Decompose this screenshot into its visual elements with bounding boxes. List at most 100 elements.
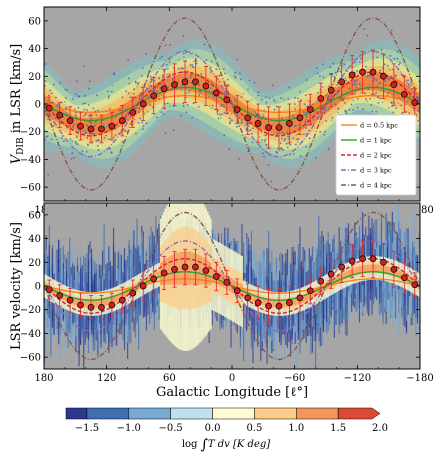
scatter-point <box>134 96 137 99</box>
scatter-point <box>113 73 116 76</box>
y-tick-label: 60 <box>28 210 41 221</box>
scatter-point <box>408 95 411 97</box>
scatter-point <box>369 83 371 86</box>
density-cell <box>101 115 104 134</box>
density-cell <box>310 104 313 125</box>
scatter-point <box>250 115 253 118</box>
y-tick-label: 40 <box>28 234 41 245</box>
scatter-point <box>379 69 381 72</box>
scatter-point <box>219 113 221 116</box>
scatter-point <box>56 105 59 108</box>
heatmap-cell <box>285 253 287 300</box>
scatter-point <box>315 156 317 159</box>
scatter-point <box>256 113 259 116</box>
scatter-point <box>81 150 84 153</box>
binned-point <box>359 68 366 76</box>
heatmap-cell <box>133 230 135 278</box>
binned-point <box>369 255 377 263</box>
density-cell <box>241 102 244 121</box>
scatter-point <box>97 149 100 151</box>
heatmap-cell <box>304 294 306 302</box>
scatter-point <box>311 118 314 121</box>
scatter-point <box>53 83 55 86</box>
heatmap-cell <box>311 290 314 298</box>
heatmap-cell <box>405 229 408 296</box>
scatter-point <box>306 105 309 108</box>
scatter-point <box>410 81 413 84</box>
scatter-point <box>371 110 374 113</box>
scatter-point <box>331 97 334 100</box>
density-cell <box>95 116 98 135</box>
heatmap-cell <box>261 297 264 305</box>
scatter-point <box>388 68 391 71</box>
scatter-point <box>360 57 363 60</box>
scatter-point <box>223 84 226 87</box>
scatter-point <box>305 111 308 114</box>
heatmap-cell <box>363 265 366 273</box>
density-cell <box>128 100 131 120</box>
heatmap-cell <box>91 300 93 308</box>
heatmap-cell <box>250 282 252 339</box>
bottom-binned-points <box>45 239 419 325</box>
top-y-axis-label-sub: DIB <box>16 137 26 155</box>
binned-point <box>202 82 210 90</box>
scatter-point <box>356 106 359 109</box>
scatter-point <box>141 121 144 124</box>
y-tick-label: −60 <box>20 183 41 194</box>
scatter-point <box>329 66 332 69</box>
scatter-point <box>44 63 47 65</box>
binned-point <box>275 302 283 310</box>
scatter-point <box>96 122 98 125</box>
heatmap-cell <box>199 255 201 285</box>
scatter-point <box>167 86 170 88</box>
heatmap-cell <box>363 266 365 307</box>
scatter-point <box>369 97 371 100</box>
colorbar-tick-label: 0.5 <box>246 423 262 434</box>
scatter-point <box>356 98 359 100</box>
scatter-point <box>158 76 160 79</box>
heatmap-cell <box>86 300 88 308</box>
heatmap-cell <box>340 274 342 282</box>
scatter-point <box>369 76 371 79</box>
scatter-point <box>254 110 257 113</box>
scatter-point <box>235 76 237 79</box>
scatter-point <box>93 133 96 136</box>
heatmap-cell <box>65 300 68 334</box>
scatter-point <box>138 96 140 99</box>
top-y-axis-label-rest: in LSR [km/s] <box>9 44 24 138</box>
scatter-point <box>354 92 357 95</box>
heatmap-cell <box>106 298 109 306</box>
legend-items: d = 0.5 kpc d = 1 kpc d = 2 kpc d = 3 kpc d … <box>341 121 398 189</box>
heatmap-cell <box>242 288 245 297</box>
legend-label: d = 2 kpc <box>360 151 392 159</box>
heatmap-cell <box>112 295 115 303</box>
scatter-point <box>77 106 80 109</box>
heatmap-cell <box>119 293 121 301</box>
density-cell <box>189 73 192 92</box>
scatter-point <box>194 59 197 61</box>
heatmap-cell <box>114 252 116 314</box>
scatter-point <box>300 99 302 101</box>
binned-point <box>56 292 64 299</box>
heatmap-cell <box>347 265 350 321</box>
heatmap-cell <box>67 251 69 300</box>
heatmap-cell <box>272 258 274 293</box>
scatter-point <box>242 93 245 95</box>
binned-point <box>192 78 199 86</box>
scatter-point <box>384 84 387 87</box>
scatter-point <box>365 98 367 101</box>
heatmap-cell <box>75 298 77 306</box>
scatter-point <box>365 70 368 72</box>
heatmap-cell <box>246 290 248 298</box>
scatter-point <box>203 43 206 46</box>
scatter-point <box>287 98 290 100</box>
heatmap-cell <box>62 293 65 301</box>
scatter-point <box>105 134 108 137</box>
binned-point <box>286 120 293 127</box>
heatmap-cell <box>373 240 375 270</box>
scatter-point <box>350 103 353 106</box>
scatter-point <box>93 124 96 127</box>
scatter-point <box>392 111 395 114</box>
scatter-point <box>215 68 218 71</box>
scatter-point <box>282 149 285 151</box>
